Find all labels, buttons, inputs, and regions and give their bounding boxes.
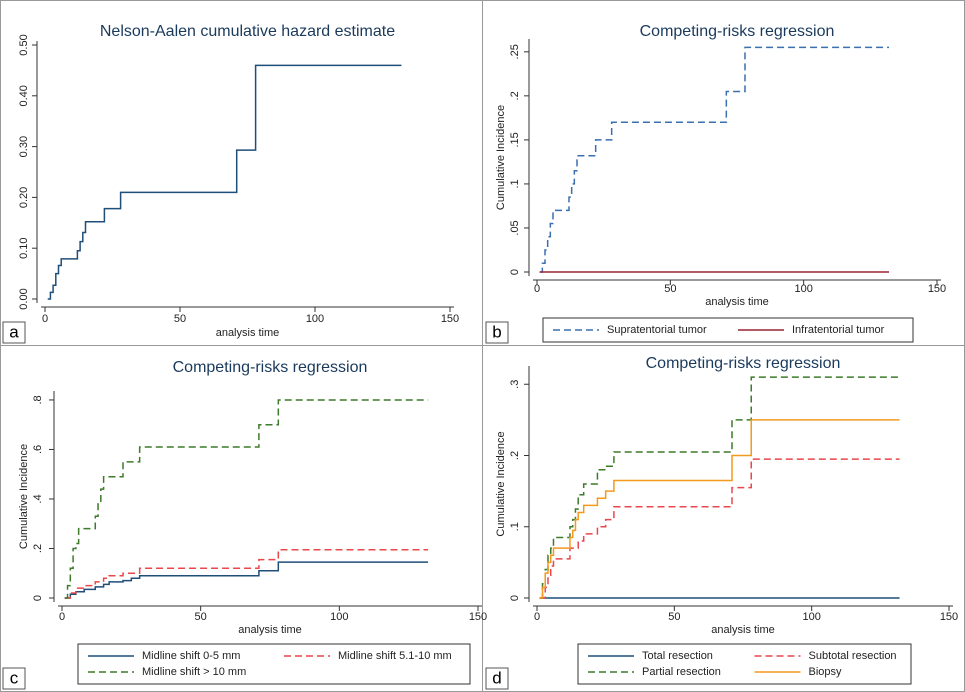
- legend-label: Subtotal resection: [809, 650, 897, 662]
- x-tick-label: 50: [174, 313, 186, 325]
- chart-title: Competing-risks regression: [646, 355, 841, 372]
- y-tick-label: .3: [509, 380, 521, 389]
- x-tick-label: 0: [59, 611, 65, 623]
- x-tick-label: 50: [668, 611, 680, 623]
- panel-letter: a: [9, 322, 19, 341]
- y-tick-label: 0.40: [18, 85, 30, 106]
- y-axis-title: Cumulative Incidence: [495, 105, 507, 210]
- x-axis-title: analysis time: [705, 296, 769, 308]
- x-tick-label: 150: [469, 611, 487, 623]
- y-tick-label: 0: [509, 269, 521, 275]
- y-axis-title: Cumulative Incidence: [18, 444, 30, 549]
- y-tick-label: .2: [509, 451, 521, 460]
- y-tick-label: 0: [509, 595, 521, 601]
- legend-box: [542, 317, 914, 343]
- x-tick-label: 50: [195, 611, 207, 623]
- y-tick-label: .25: [509, 44, 521, 59]
- y-tick-label: 0.20: [18, 187, 30, 208]
- y-tick-label: .8: [32, 395, 44, 404]
- line-series: [539, 46, 889, 273]
- legend-label: Supratentorial tumor: [607, 324, 707, 336]
- x-axis-title: analysis time: [711, 624, 775, 636]
- y-tick-label: .6: [32, 445, 44, 454]
- panel-letter-box: [2, 667, 26, 690]
- panel-letter-box: [2, 321, 26, 344]
- legend-box: [577, 643, 912, 685]
- legend-label: Total resection: [642, 650, 713, 662]
- y-tick-label: .1: [509, 179, 521, 188]
- panel: Competing-risks regression 0 50 100 150 0 .05.…: [485, 23, 946, 344]
- x-axis-title: analysis time: [216, 327, 280, 339]
- panel-letter: b: [492, 322, 501, 341]
- x-tick-label: 100: [802, 611, 820, 623]
- y-tick-label: .2: [509, 91, 521, 100]
- x-tick-label: 100: [330, 611, 348, 623]
- legend-label: Midline shift > 10 mm: [142, 666, 246, 678]
- chart-title: Competing-risks regression: [640, 23, 835, 40]
- y-axis-title: Cumulative Incidence: [495, 431, 507, 536]
- x-tick-label: 0: [534, 283, 540, 295]
- legend-label: Midline shift 5.1-10 mm: [338, 650, 452, 662]
- x-tick-label: 0: [42, 313, 48, 325]
- line-series: [47, 64, 402, 300]
- y-tick-label: 0.50: [18, 34, 30, 55]
- x-tick-label: 100: [794, 283, 812, 295]
- y-tick-label: .4: [32, 494, 44, 503]
- panel: Nelson-Aalen cumulative hazard estimate 0…: [2, 23, 459, 344]
- x-tick-label: 150: [940, 611, 958, 623]
- y-tick-label: .2: [32, 544, 44, 553]
- panel-letter: c: [10, 668, 19, 687]
- y-tick-label: .05: [509, 220, 521, 235]
- legend-label: Partial resection: [642, 666, 721, 678]
- y-tick-label: 0: [32, 595, 44, 601]
- line-series: [64, 399, 429, 599]
- x-tick-label: 150: [441, 313, 459, 325]
- chart-title: Nelson-Aalen cumulative hazard estimate: [100, 23, 395, 40]
- y-tick-label: 0.30: [18, 136, 30, 157]
- legend-label: Biopsy: [809, 666, 843, 678]
- panel-letter: d: [492, 668, 501, 687]
- x-tick-label: 150: [928, 283, 946, 295]
- line-series: [64, 548, 429, 599]
- line-series: [539, 419, 900, 599]
- x-tick-label: 100: [306, 313, 324, 325]
- y-tick-label: .15: [509, 132, 521, 147]
- legend-box: [77, 643, 471, 685]
- x-axis-title: analysis time: [238, 624, 302, 636]
- legend-label: Infratentorial tumor: [792, 324, 885, 336]
- y-tick-label: 0.10: [18, 237, 30, 258]
- legend-label: Midline shift 0-5 mm: [142, 650, 240, 662]
- chart-title: Competing-risks regression: [173, 359, 368, 376]
- panel: Competing-risks regression 0 50 100 150 0 .2 .4…: [2, 359, 487, 690]
- x-tick-label: 0: [534, 611, 540, 623]
- y-tick-label: .1: [509, 522, 521, 531]
- panel-letter-box: [485, 667, 509, 690]
- y-tick-label: 0.00: [18, 288, 30, 309]
- panel-letter-box: [485, 321, 509, 344]
- panel: Competing-risks regression 0 50 100 150 0 .1 .2…: [485, 355, 958, 690]
- x-tick-label: 50: [664, 283, 676, 295]
